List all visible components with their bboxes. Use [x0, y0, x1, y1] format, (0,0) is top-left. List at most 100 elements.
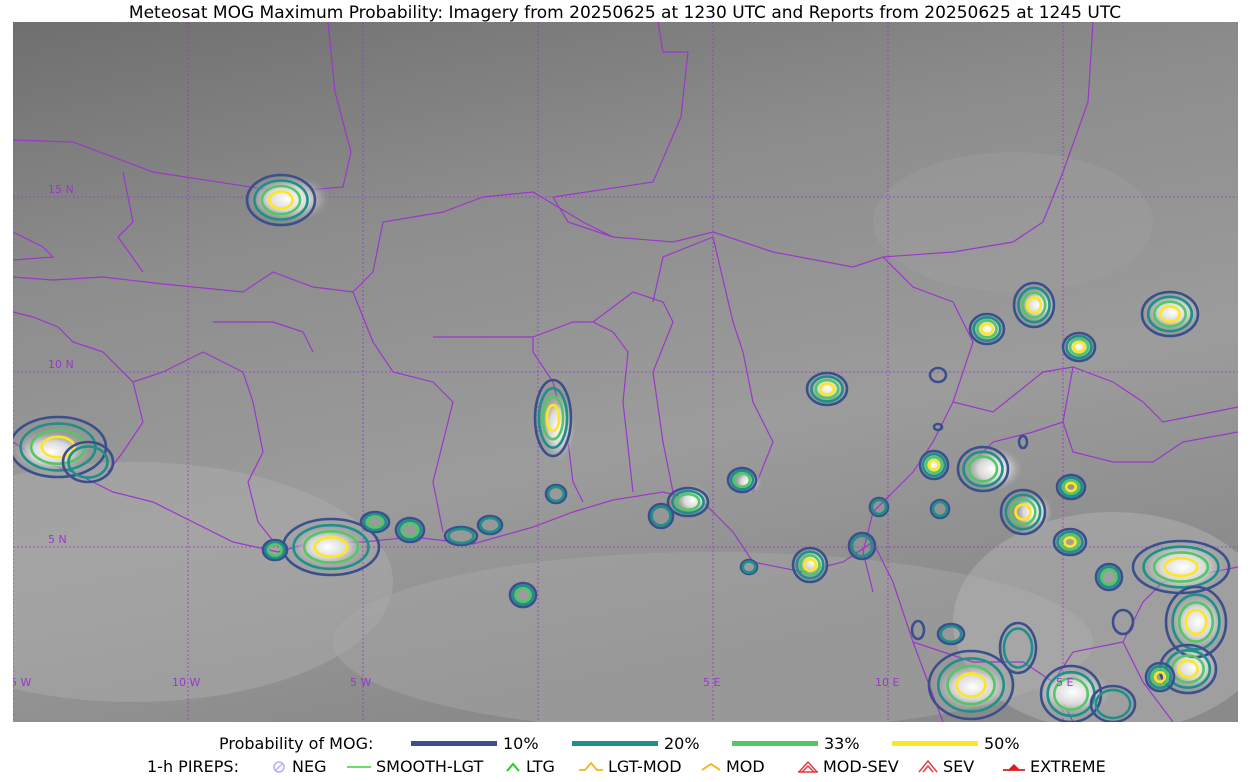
mog-contour-10 — [666, 486, 710, 518]
mog-contour-10 — [443, 525, 479, 547]
mog-contour-10 — [868, 496, 890, 518]
country-border — [712, 236, 774, 493]
lon-label-10w: 10 W — [172, 676, 201, 689]
mog-contour-20 — [362, 512, 388, 532]
mog-contour-50 — [1159, 305, 1181, 323]
mog-contour-10 — [394, 516, 426, 544]
mod-sev-double-caret-icon — [798, 760, 818, 773]
mog-contour-33 — [1021, 291, 1047, 319]
mog-contour-20 — [1094, 688, 1132, 720]
country-border — [352, 22, 1094, 293]
mog-contour-20 — [479, 516, 501, 534]
mog-contour-20 — [1147, 664, 1173, 690]
mog-contour-20 — [546, 485, 566, 503]
mog-contour-10 — [359, 510, 391, 534]
mog-contour-10 — [61, 440, 115, 484]
mog-contour-10 — [544, 483, 568, 505]
map-legend: Probability of MOG: 10% 20% 33% 50% 1-h … — [0, 730, 1250, 782]
legend-item-10: 10% — [411, 732, 539, 754]
mog-contour-20 — [67, 445, 109, 479]
mog-contour-33 — [1177, 601, 1215, 643]
mog-contour-50 — [40, 435, 76, 459]
country-border — [13, 441, 874, 573]
mog-contour-50 — [1177, 659, 1199, 679]
mod-caret-icon — [701, 762, 721, 771]
country-border — [652, 236, 714, 303]
lat-label-10n: 10 N — [48, 358, 74, 371]
mog-contour-10 — [533, 378, 573, 458]
mog-contour-10 — [927, 649, 1015, 721]
country-border — [352, 291, 454, 533]
mog-contour-20 — [447, 527, 475, 545]
mog-contour-50 — [1163, 556, 1199, 578]
mog-contour-20 — [921, 452, 947, 478]
mog-contour-10 — [647, 502, 675, 530]
mog-contour-20 — [1004, 493, 1042, 531]
mog-contour-10 — [999, 488, 1047, 536]
mog-contour-20 — [1056, 530, 1084, 554]
legend-line-33 — [732, 740, 818, 746]
mog-contour-20 — [931, 500, 949, 518]
mog-contour-20 — [936, 657, 1006, 713]
mog-contour-20 — [795, 550, 825, 580]
mog-contour-33 — [967, 455, 999, 483]
mog-contour-10 — [791, 546, 829, 584]
cloud-haze — [333, 552, 1093, 722]
mog-contour-10 — [910, 619, 926, 641]
mog-contour-33 — [1052, 677, 1090, 711]
mog-contour-50 — [1014, 503, 1032, 521]
mog-contour-10 — [1055, 473, 1087, 501]
pirep-label-mod: MOD — [726, 756, 765, 776]
country-border — [117, 171, 144, 273]
mog-contour-20 — [1097, 565, 1121, 589]
mog-contour-33 — [266, 543, 284, 557]
mog-contour-20 — [1002, 627, 1034, 669]
pirep-item-mod: MOD — [700, 755, 765, 777]
pirep-item-sev: SEV — [917, 755, 974, 777]
legend-line-20 — [572, 740, 658, 746]
country-border — [552, 196, 614, 238]
country-border — [952, 366, 1238, 423]
pirep-item-smooth-lgt: SMOOTH-LGT — [346, 755, 483, 777]
legend-line-10 — [411, 740, 497, 746]
mog-probability-contours — [13, 173, 1231, 722]
mog-contour-33 — [260, 184, 302, 216]
mog-contour-50 — [313, 536, 349, 558]
legend-label-50: 50% — [984, 733, 1020, 753]
mog-contour-20 — [1065, 334, 1093, 360]
bright-cloud-top — [290, 525, 366, 569]
mog-contour-10 — [1140, 290, 1200, 338]
mog-contour-10 — [929, 498, 951, 520]
mog-contour-33 — [302, 530, 360, 564]
legend-label-33: 33% — [824, 733, 860, 753]
mog-contour-50 — [818, 382, 836, 396]
bright-cloud-top — [1168, 592, 1228, 652]
mog-contour-33 — [400, 521, 420, 539]
country-border — [213, 321, 314, 353]
pirep-label-sev: SEV — [943, 756, 975, 776]
country-border — [532, 321, 634, 493]
mog-contour-50 — [802, 557, 818, 573]
mog-contour-33 — [814, 378, 840, 400]
country-border — [1122, 641, 1174, 722]
mog-contour-33 — [1153, 300, 1187, 328]
mog-contour-10 — [508, 581, 538, 609]
mog-contour-33 — [1061, 478, 1081, 496]
mog-contour-50 — [927, 458, 941, 472]
mog-contour-10 — [928, 366, 948, 384]
mog-contour-10 — [1111, 608, 1135, 636]
legend-item-20: 20% — [572, 732, 700, 754]
mog-contour-20 — [1146, 295, 1194, 333]
mog-contour-20 — [650, 505, 672, 527]
mog-contour-33 — [514, 586, 532, 604]
cloud-haze — [873, 152, 1153, 292]
legend-label-10: 10% — [503, 733, 539, 753]
mog-contour-33 — [1068, 337, 1090, 357]
probability-legend: Probability of MOG: 10% 20% 33% 50% — [0, 732, 1250, 754]
pirep-item-extreme: EXTREME — [1002, 755, 1106, 777]
mog-contour-50 — [1064, 481, 1078, 493]
satellite-map: 15 N 10 N 5 N 15 W 10 W 5 W 5 E 10 E 5 E — [13, 22, 1238, 722]
mog-contour-50 — [545, 403, 561, 433]
lat-label-15n: 15 N — [48, 183, 74, 196]
mog-contour-33 — [1009, 498, 1037, 526]
